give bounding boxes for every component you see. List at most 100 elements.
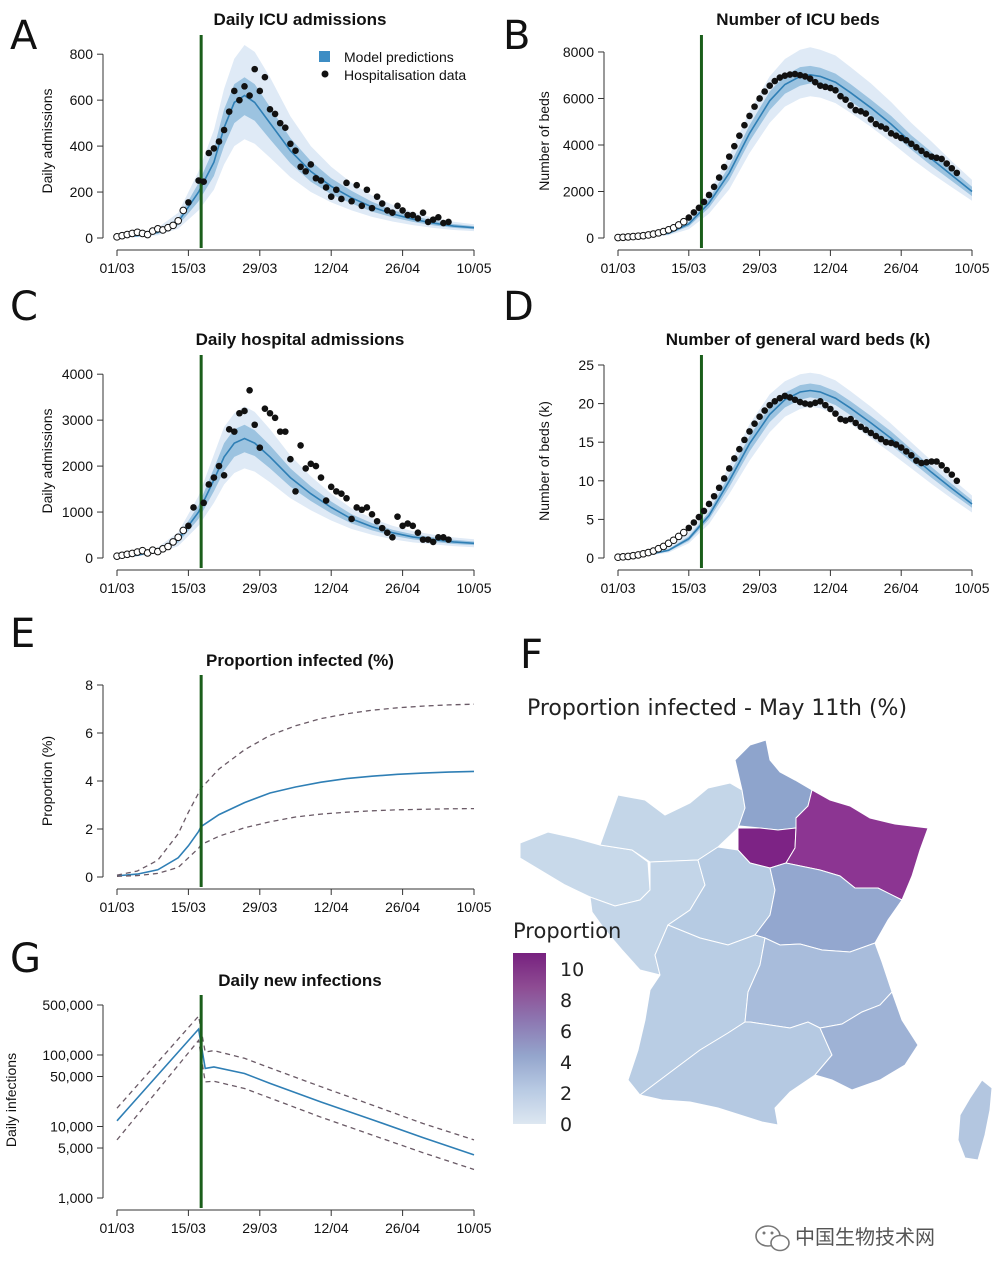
bound-line [116, 1014, 475, 1141]
data-point [933, 154, 940, 162]
data-point [731, 142, 738, 150]
data-point [373, 193, 381, 200]
data-point [205, 149, 213, 157]
region-corse [957, 1079, 993, 1161]
panel-letter-a: A [10, 13, 38, 59]
data-point-open [679, 217, 688, 226]
data-point [948, 164, 956, 172]
data-point [806, 75, 814, 83]
y-tick-label: 2 [85, 821, 93, 837]
legend: Model predictions Hospitalisation data [319, 49, 466, 83]
data-point [771, 397, 779, 405]
data-point [215, 462, 223, 470]
data-point [200, 178, 207, 186]
data-point [368, 204, 376, 212]
data-point [307, 161, 315, 168]
y-tick-label: 6 [85, 725, 93, 741]
data-point [751, 103, 758, 110]
chart-title: Daily hospital admissions [196, 330, 405, 349]
region-paca [814, 991, 919, 1091]
y-tick-label: 50,000 [50, 1069, 93, 1085]
x-tick-label: 10/05 [456, 580, 491, 596]
data-point [302, 168, 310, 175]
data-point [231, 428, 238, 435]
panel-b-icu-beds: B Number of ICU beds Number of beds 0 200… [503, 10, 990, 276]
data-point [731, 455, 738, 462]
data-point [842, 96, 849, 103]
x-tick-label: 15/03 [671, 260, 706, 276]
data-point [297, 442, 304, 449]
data-point [892, 441, 900, 448]
data-point [897, 134, 905, 142]
data-point [690, 209, 698, 216]
data-point [725, 465, 733, 472]
y-axis-label: Proportion (%) [39, 736, 55, 826]
data-point [816, 397, 824, 405]
x-tick-label: 12/04 [813, 580, 848, 596]
data-point [908, 452, 915, 459]
y-tick-label: 0 [85, 230, 93, 246]
data-point [210, 145, 218, 152]
data-point [897, 444, 905, 451]
data-point [363, 186, 371, 194]
data-point [913, 144, 920, 151]
data-point [882, 438, 890, 446]
data-point [424, 218, 432, 226]
model-line [116, 770, 475, 877]
data-point [902, 137, 910, 144]
data-point [806, 401, 814, 408]
data-point [220, 126, 228, 134]
x-tick-label: 26/04 [385, 1220, 420, 1236]
y-tick-label: 20 [578, 396, 594, 412]
data-point [241, 83, 248, 90]
data-point [756, 95, 763, 102]
data-point [348, 197, 355, 205]
data-point [378, 524, 386, 532]
data-point [801, 73, 809, 80]
data-point [832, 410, 839, 417]
x-tick-label: 12/04 [314, 899, 349, 915]
data-point [776, 74, 784, 81]
data-point [842, 417, 849, 424]
data-point [445, 218, 452, 226]
panel-e-proportion-infected: E Proportion infected (%) Proportion (%)… [10, 611, 492, 915]
data-point [923, 458, 930, 466]
x-tick-label: 01/03 [99, 580, 134, 596]
data-point [399, 207, 406, 214]
data-point [913, 457, 920, 465]
y-tick-label: 100,000 [42, 1047, 93, 1063]
chart-title: Daily ICU admissions [214, 10, 387, 29]
data-point [231, 87, 238, 95]
data-point [852, 419, 859, 427]
data-point [928, 153, 935, 160]
y-tick-label: 8000 [563, 44, 594, 60]
y-tick-label: 200 [70, 184, 94, 200]
x-tick-label: 10/05 [456, 1220, 491, 1236]
data-point [322, 184, 330, 191]
data-point [736, 132, 743, 139]
data-point [741, 436, 748, 444]
data-point [287, 140, 294, 148]
data-point [302, 465, 310, 472]
data-point [761, 407, 768, 414]
bound-line [116, 1038, 475, 1171]
watermark-text: 中国生物技术网 [795, 1225, 935, 1249]
data-point [317, 474, 325, 481]
plot-area: 1,000 5,000 10,000 50,000 100,000 500,000 01/0… [42, 995, 492, 1236]
data-point [746, 112, 753, 120]
data-point [343, 179, 350, 187]
x-tick-label: 01/03 [99, 260, 134, 276]
y-axis-label: Daily admissions [39, 88, 55, 193]
data-point-open [143, 230, 152, 239]
y-tick-label: 600 [70, 92, 94, 108]
data-point [327, 193, 335, 200]
chart-title: Daily new infections [218, 971, 381, 990]
bound-line [116, 703, 475, 876]
data-point [710, 183, 718, 191]
data-point [440, 219, 447, 227]
x-tick-label: 01/03 [600, 260, 635, 276]
data-point [685, 524, 693, 532]
data-point [771, 77, 779, 85]
data-point [404, 520, 412, 527]
panel-g-daily-new-infections: G Daily new infections Daily infections … [3, 936, 492, 1236]
